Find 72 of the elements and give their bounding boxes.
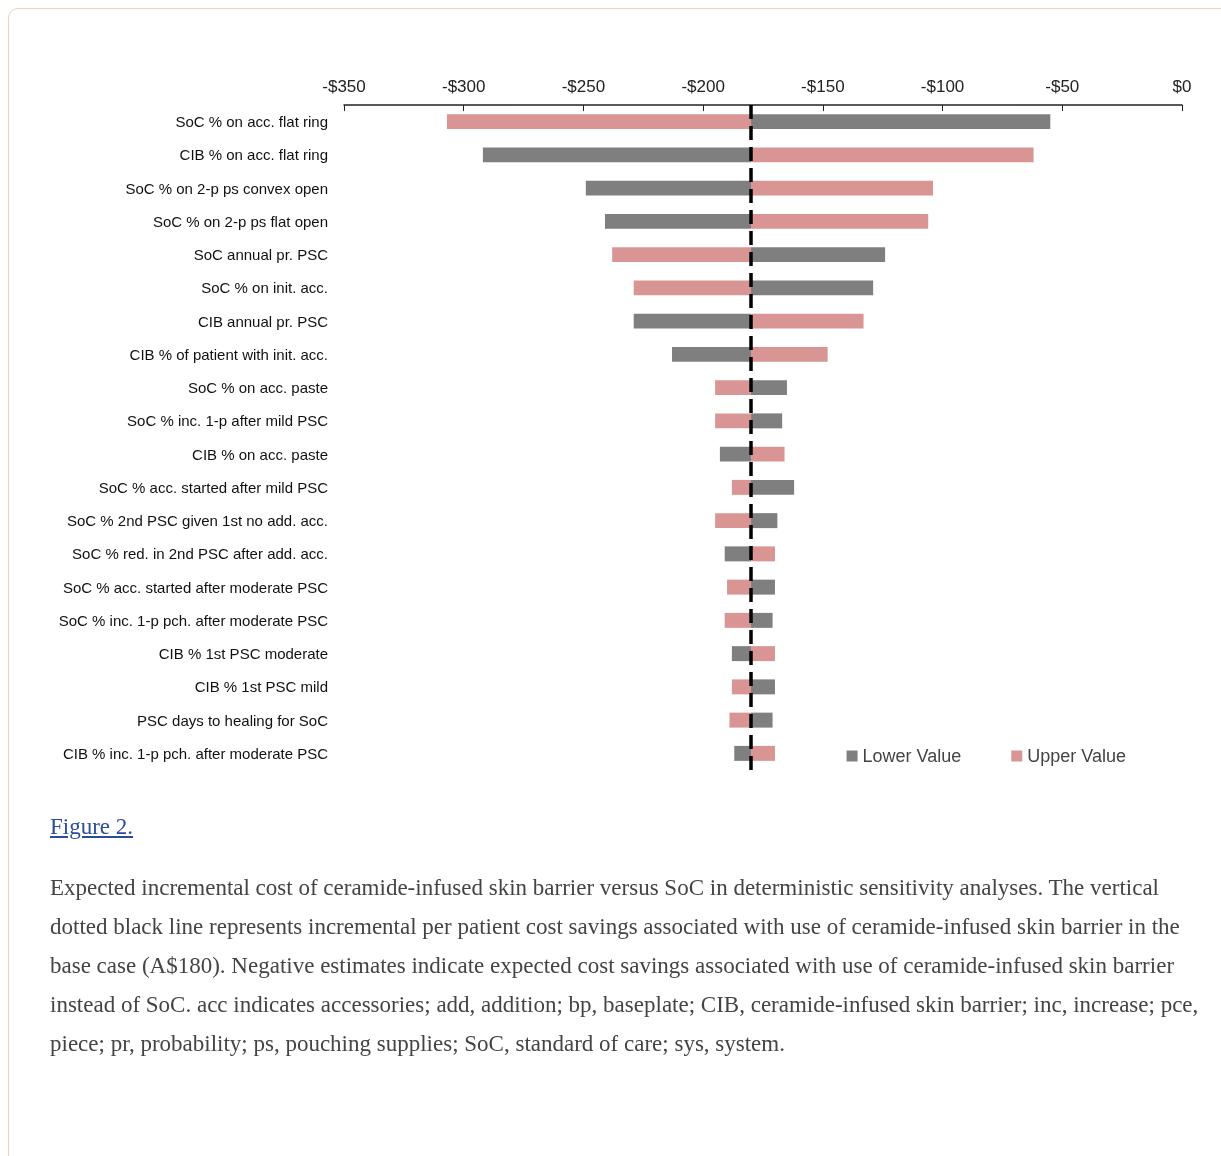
bar: [751, 712, 773, 728]
bar: [751, 313, 864, 329]
x-tick-label: -$50: [1045, 77, 1080, 96]
bar: [729, 712, 752, 728]
bar: [604, 213, 752, 229]
bar: [751, 745, 775, 761]
y-tick-label: SoC % on init. acc.: [201, 279, 328, 297]
bar: [724, 546, 752, 562]
x-tick-label: -$150: [801, 77, 845, 96]
bar: [715, 413, 752, 429]
y-tick-label: SoC % on 2-p ps convex open: [125, 179, 328, 197]
bar: [731, 646, 752, 662]
x-tick-label: -$100: [920, 77, 965, 96]
bar: [633, 313, 752, 329]
y-tick-label: PSC days to healing for SoC: [137, 711, 329, 729]
bar: [731, 679, 752, 695]
x-tick-label: -$250: [561, 77, 606, 96]
x-tick-label: -$350: [322, 77, 366, 96]
bar: [751, 247, 886, 263]
x-tick-label: -$200: [681, 77, 725, 96]
y-tick-label: SoC % acc. started after moderate PSC: [62, 578, 329, 596]
text: Figure 2.: [50, 814, 134, 840]
bar: [633, 280, 752, 296]
y-tick-label: SoC % on acc. flat ring: [175, 113, 328, 131]
y-tick-label: SoC % inc. 1-p pch. after moderate PSC: [58, 611, 329, 629]
y-tick-label: CIB % 1st PSC moderate: [158, 645, 328, 663]
y-tick-label: SoC % on acc. paste: [187, 379, 328, 397]
bar: [751, 579, 775, 595]
y-tick-label: CIB % 1st PSC mild: [194, 678, 328, 696]
bar: [724, 612, 752, 628]
bar: [446, 114, 752, 130]
x-tick-label: -$300: [441, 77, 486, 96]
bar: [751, 114, 1051, 130]
legend-label: Upper Value: [1027, 746, 1127, 766]
bar: [751, 280, 874, 296]
bar: [751, 646, 775, 662]
bar: [751, 413, 783, 429]
y-tick-label: SoC % inc. 1-p after mild PSC: [127, 412, 329, 430]
bar: [751, 479, 795, 495]
bar: [751, 147, 1034, 163]
y-tick-label: SoC % on 2-p ps flat open: [152, 212, 328, 230]
bar: [751, 346, 828, 362]
bar: [751, 513, 778, 529]
legend-label: Lower Value: [862, 746, 962, 766]
y-tick-label: CIB annual pr. PSC: [197, 312, 329, 330]
bar: [751, 679, 775, 695]
bar: [751, 180, 933, 196]
bar: [482, 147, 752, 163]
bar: [751, 546, 775, 562]
bar: [751, 612, 773, 628]
y-tick-label: SoC % red. in 2nd PSC after add. acc.: [72, 545, 328, 563]
x-tick-label: $0: [1172, 77, 1192, 96]
bar: [731, 479, 752, 495]
bar: [612, 247, 752, 263]
bar: [751, 213, 929, 229]
bar: [715, 513, 752, 529]
bar: [585, 180, 752, 196]
bar: [751, 380, 787, 396]
y-tick-label: CIB % on acc. paste: [192, 445, 328, 463]
bar: [727, 579, 752, 595]
text: Expected incremental cost of ceramide-infused skin barrier versus SoC in deterministic sensitivity analyses. The vertical dotted black line represents incremental per patient cost savings associated with use of ceramide-infused skin barrier in the base case (A$180). Negative estimates indicate expected cost savings associated with use of ceramide-infused skin barrier instead of SoC. acc indicates accessories; add, addition; bp, baseplate; CIB, ceramide-infused skin barrier; inc, increase; pce, piece; pr, probability; ps, pouching supplies; SoC, standard of care; sys, system.: [50, 874, 1200, 1058]
bar: [672, 346, 752, 362]
y-tick-label: CIB % inc. 1-p pch. after moderate PSC: [62, 744, 329, 762]
bar: [719, 446, 752, 462]
y-tick-label: CIB % of patient with init. acc.: [129, 345, 328, 363]
bar: [734, 745, 752, 761]
y-tick-label: SoC % acc. started after mild PSC: [98, 478, 329, 496]
y-tick-label: SoC annual pr. PSC: [193, 246, 329, 264]
y-tick-label: CIB % on acc. flat ring: [179, 146, 328, 164]
bar: [751, 446, 785, 462]
y-tick-label: SoC % 2nd PSC given 1st no add. acc.: [67, 512, 328, 530]
bar: [715, 380, 752, 396]
